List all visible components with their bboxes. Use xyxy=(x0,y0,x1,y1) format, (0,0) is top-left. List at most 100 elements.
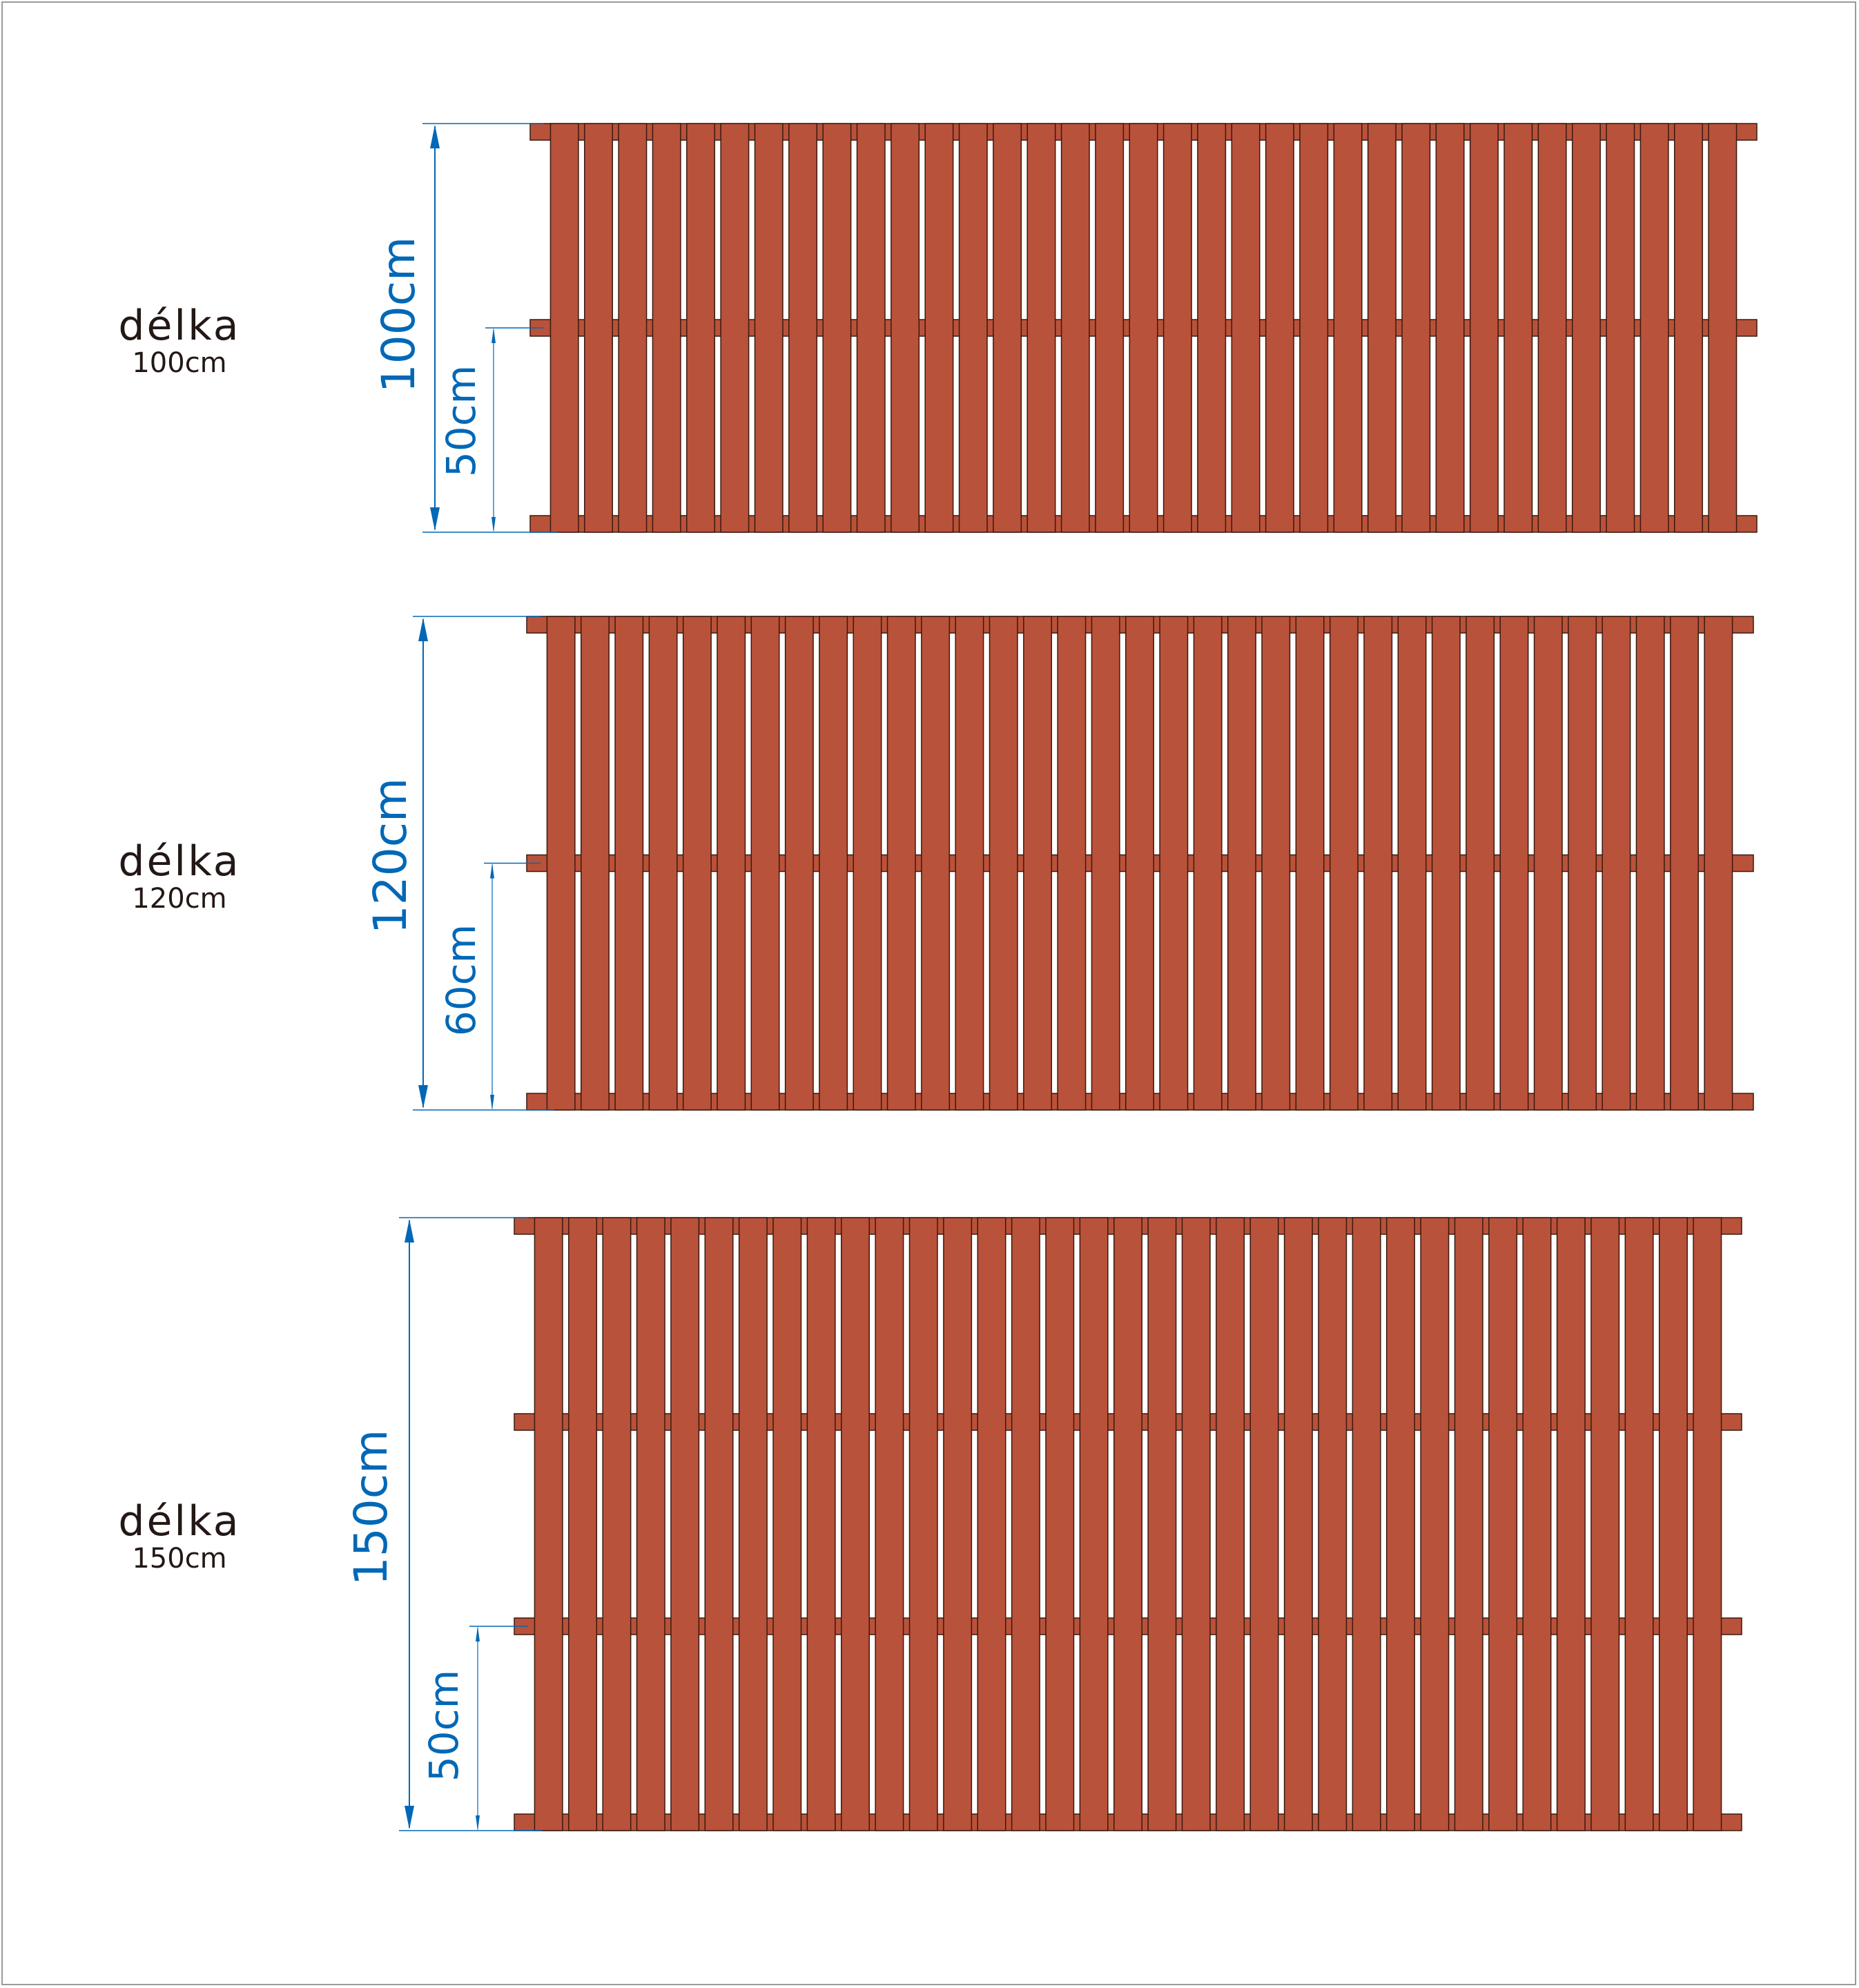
segment-dimension-text: 60cm xyxy=(438,924,485,1036)
mat-title: délka xyxy=(118,302,241,350)
slat xyxy=(1011,1217,1040,1831)
slat xyxy=(1624,1217,1654,1831)
slat xyxy=(989,616,1018,1111)
slat xyxy=(1499,616,1529,1111)
slat xyxy=(1522,1217,1552,1831)
dimension-arrow-up xyxy=(405,1219,414,1242)
slat xyxy=(1318,1217,1347,1831)
dimension-arrow-segment-up xyxy=(476,1626,480,1641)
dimension-arrow-segment-down xyxy=(491,517,496,532)
slat xyxy=(614,616,644,1111)
slat xyxy=(1693,1217,1722,1831)
mat-size-label: 120cm xyxy=(132,883,227,915)
dimension-arrow-up xyxy=(418,618,428,641)
slat xyxy=(1129,123,1158,533)
slat xyxy=(788,123,818,533)
slat xyxy=(1397,616,1427,1111)
slat xyxy=(1431,616,1461,1111)
slat xyxy=(1295,616,1325,1111)
slat xyxy=(1568,616,1597,1111)
dimension-arrow-segment-down xyxy=(476,1815,480,1831)
slat xyxy=(1333,123,1363,533)
slat xyxy=(1401,123,1431,533)
dimension-arrow-down xyxy=(418,1085,428,1109)
total-dimension-text: 120cm xyxy=(364,778,417,935)
mat-title: délka xyxy=(118,837,241,886)
mat-title: délka xyxy=(118,1497,241,1546)
slat xyxy=(1023,616,1053,1111)
slat xyxy=(717,616,746,1111)
slat xyxy=(581,616,610,1111)
slat xyxy=(1674,123,1703,533)
slat xyxy=(1231,123,1261,533)
slat xyxy=(738,1217,768,1831)
slat xyxy=(1635,616,1665,1111)
dimension-arrow-down xyxy=(430,507,440,531)
slat xyxy=(750,616,780,1111)
slat xyxy=(1639,123,1669,533)
slat xyxy=(1670,616,1699,1111)
slat xyxy=(819,616,848,1111)
slat xyxy=(1503,123,1533,533)
slat xyxy=(1227,616,1256,1111)
dimension-arrow-down xyxy=(405,1806,414,1829)
mat-drawing-150: 150cm 50cm xyxy=(344,1217,1742,1831)
mat-drawing-120: 120cm 60cm xyxy=(364,616,1754,1111)
slat xyxy=(1556,1217,1586,1831)
slat xyxy=(924,123,954,533)
slat xyxy=(1057,616,1087,1111)
slat xyxy=(1026,123,1056,533)
slat xyxy=(1420,1217,1450,1831)
dimension-arrow-segment-up xyxy=(490,863,494,879)
slat xyxy=(1216,1217,1245,1831)
dimension-arrow-up xyxy=(430,125,440,148)
slat xyxy=(784,616,814,1111)
slat xyxy=(670,1217,700,1831)
slat xyxy=(1658,1217,1688,1831)
slat xyxy=(1159,616,1189,1111)
slat xyxy=(1488,1217,1518,1831)
slat xyxy=(841,1217,870,1831)
slat xyxy=(886,616,916,1111)
slat xyxy=(1329,616,1359,1111)
slat xyxy=(1197,123,1227,533)
slat xyxy=(720,123,750,533)
slat xyxy=(1249,1217,1279,1831)
slat xyxy=(921,616,951,1111)
slat xyxy=(1095,123,1125,533)
slat xyxy=(977,1217,1006,1831)
slat xyxy=(856,123,886,533)
slat xyxy=(1537,123,1567,533)
slat xyxy=(772,1217,802,1831)
slat xyxy=(1602,616,1631,1111)
slat xyxy=(602,1217,632,1831)
slat xyxy=(652,123,681,533)
mat-label-100: délka 100cm xyxy=(97,304,262,378)
slat xyxy=(853,616,882,1111)
slat xyxy=(1466,616,1495,1111)
slat xyxy=(1283,1217,1313,1831)
slat xyxy=(686,123,716,533)
slat xyxy=(1704,616,1733,1111)
slat xyxy=(546,616,576,1111)
slat xyxy=(1091,616,1120,1111)
slat xyxy=(648,616,678,1111)
slat xyxy=(1352,1217,1381,1831)
slat xyxy=(754,123,783,533)
slat xyxy=(806,1217,836,1831)
slat xyxy=(549,123,579,533)
dimension-arrow-segment-up xyxy=(491,328,496,343)
slat xyxy=(1113,1217,1142,1831)
mat-size-label: 100cm xyxy=(132,347,227,379)
total-dimension-text: 100cm xyxy=(372,237,425,393)
slat xyxy=(1606,123,1635,533)
slat xyxy=(1708,123,1738,533)
slat xyxy=(618,123,648,533)
slat xyxy=(1299,123,1329,533)
slat xyxy=(1590,1217,1620,1831)
slat xyxy=(682,616,712,1111)
slat xyxy=(822,123,852,533)
slat xyxy=(993,123,1022,533)
